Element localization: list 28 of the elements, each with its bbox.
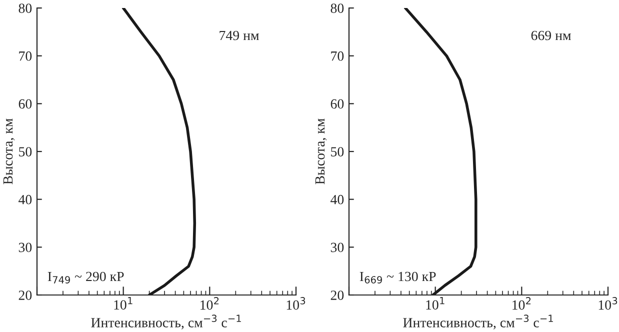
y-tick-label: 70 [331,51,344,61]
y-tick-label: 30 [18,242,32,252]
y-tick-label: 40 [18,194,32,204]
y-tick-label: 60 [18,99,32,109]
y-tick-label: 20 [18,290,32,300]
y-tick-label: 80 [330,4,344,13]
x-tick-label: 10$^{3}$ [286,297,306,310]
y-tick-label: 60 [330,99,344,109]
x-axis-title: Интенсивность, см$^{−3}$ с$^{−1}$ [403,314,553,330]
y-tick-label: 70 [19,51,32,61]
y-tick-label: 80 [18,4,32,13]
y-tick-label: 30 [330,242,344,252]
annotation: 669 нм [531,30,571,40]
x-axis-title: Интенсивность, см$^{−3}$ с$^{−1}$ [91,314,241,330]
y-tick-label: 50 [19,147,32,156]
y-axis-title: Высота, км [315,118,327,184]
x-tick-label: 10$^{1}$ [114,297,132,310]
annotation: I$_{749}$ ~ 290 кР [48,272,124,284]
x-tick-label: 10$^{2}$ [512,297,531,310]
x-tick-label: 10$^{1}$ [426,297,444,310]
y-tick-label: 50 [331,147,344,156]
y-axis-title: Высота, км [3,118,15,184]
y-tick-label: 40 [330,194,344,204]
y-tick-label: 20 [330,290,344,300]
annotation: I$_{669}$ ~ 130 кР [360,272,436,284]
x-tick-label: 10$^{2}$ [200,297,219,310]
x-tick-label: 10$^{3}$ [598,297,618,310]
annotation: 749 нм [220,30,259,40]
